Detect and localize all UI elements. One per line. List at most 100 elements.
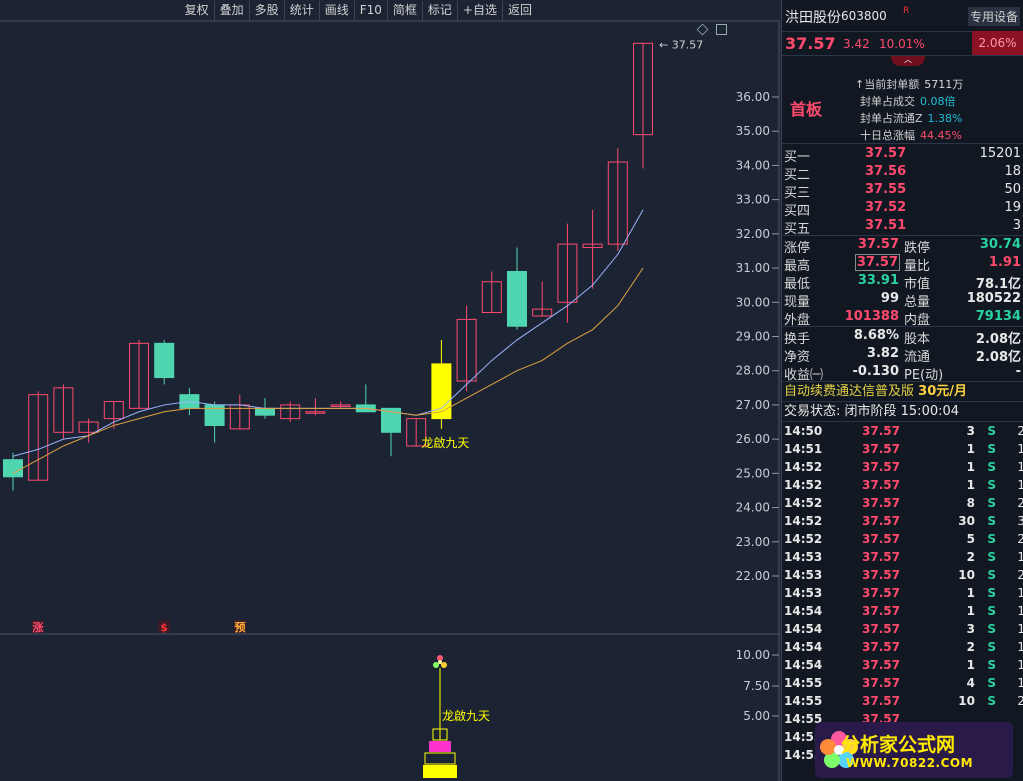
- candle-body: [305, 411, 326, 414]
- kline-chart[interactable]: 36.00 35.00 34.00 33.00 32.00 31.00 30.00 29.00…: [0, 0, 780, 781]
- tick-time: 14:54: [784, 658, 823, 672]
- toolbar-button[interactable]: 叠加: [213, 1, 249, 21]
- ad-text: 自动续费通达信普及版: [784, 384, 915, 399]
- book-price: 37.57: [865, 146, 907, 161]
- tick-time: 14:52: [784, 514, 823, 528]
- toolbar-button[interactable]: 多股: [248, 1, 284, 21]
- book-price: 37.51: [865, 218, 907, 233]
- seal-label: 十日总涨幅: [860, 129, 915, 142]
- toolbar-button[interactable]: 画线: [318, 1, 354, 21]
- y-tick-label: 24.00: [736, 501, 770, 515]
- book-row[interactable]: 买一 37.57 15201: [782, 145, 1023, 165]
- stat-value: 3.82: [866, 346, 899, 361]
- toolbar-button[interactable]: 统计: [283, 1, 319, 21]
- y-tick-label: 27.00: [736, 398, 770, 412]
- tick-side: S: [987, 694, 996, 708]
- indicator-bar: [424, 752, 456, 765]
- stat-label: 总量: [904, 295, 931, 310]
- sector-change-badge[interactable]: 2.06%: [972, 31, 1023, 55]
- indicator-dot: [438, 660, 442, 664]
- book-row[interactable]: 买三 37.55 50: [782, 181, 1023, 201]
- tick-side: S: [987, 460, 996, 474]
- book-row[interactable]: 买四 37.52 19: [782, 199, 1023, 219]
- stat-label: PE(动): [904, 368, 944, 383]
- toolbar-button[interactable]: 返回: [501, 1, 537, 21]
- y-tick-label: 36.00: [736, 90, 770, 104]
- tick-row[interactable]: 14:50 37.57 3S 2: [782, 422, 1023, 440]
- tick-time: 14:55: [784, 748, 823, 762]
- tick-row[interactable]: 14:52 37.57 8S 2: [782, 494, 1023, 512]
- tick-price: 37.57: [862, 676, 900, 690]
- toolbar-button[interactable]: +自选: [456, 1, 502, 21]
- tick-side: S: [987, 442, 996, 456]
- tick-volume: 30: [958, 514, 975, 528]
- seal-row: 十日总涨幅 44.45%: [860, 127, 962, 143]
- toolbar-button[interactable]: 复权: [184, 3, 209, 17]
- tick-row[interactable]: 14:55 37.57 10 S 2: [782, 692, 1023, 710]
- tick-price: 37.57: [862, 658, 900, 672]
- tick-row[interactable]: 14:55: [782, 728, 1023, 746]
- tick-volume: 3: [966, 424, 975, 438]
- tick-row[interactable]: 14:55: [782, 746, 1023, 764]
- tick-side: S: [987, 640, 996, 654]
- stat-label: 最低: [784, 277, 811, 292]
- stat-value: 30.74: [979, 237, 1021, 252]
- tick-row[interactable]: 14:54 37.57 2S 1: [782, 638, 1023, 656]
- toolbar-button[interactable]: 简框: [386, 1, 422, 21]
- candle-body: [280, 404, 301, 420]
- y-tick-label: 34.00: [736, 158, 770, 172]
- tick-volume: 3: [966, 622, 975, 636]
- tick-list[interactable]: 14:5037.573S214:5137.571S114:5237.571S11…: [782, 422, 1023, 764]
- tick-time: 14:52: [784, 532, 823, 546]
- tick-row[interactable]: 14:53 37.57 10 S 2: [782, 566, 1023, 584]
- candle-body: [381, 407, 401, 433]
- toolbar-button[interactable]: F10: [353, 1, 387, 21]
- tick-volume: 2: [966, 550, 975, 564]
- subscription-ad[interactable]: 自动续费通达信普及版 30元/月: [782, 382, 1023, 402]
- book-row[interactable]: 买二 37.56 18: [782, 163, 1023, 183]
- stat-value: 2.08亿: [975, 332, 1021, 347]
- tick-count: 1: [1017, 460, 1023, 474]
- stats-block-1: 涨停 37.57 跌停 30.74 最高 37.57 量比 1.91 最低 33.91 市值 78.1…: [782, 236, 1023, 328]
- y-tick-label: 28.00: [736, 364, 770, 378]
- toolbar-button[interactable]: 标记: [421, 1, 457, 21]
- quote-panel: 洪田股份 603800 R 专用设备 37.57 3.42 10.01% 2.0…: [781, 0, 1023, 781]
- tick-time: 14:54: [784, 640, 823, 654]
- tick-count: 1: [1017, 676, 1023, 690]
- tick-row[interactable]: 14:52 37.57 5S 2: [782, 530, 1023, 548]
- book-row[interactable]: 买五 37.51 3: [782, 217, 1023, 237]
- stat-label: 净资: [784, 350, 811, 365]
- panel-toggle-icon[interactable]: [716, 24, 727, 35]
- collapse-toggle-icon[interactable]: ︿: [891, 56, 925, 66]
- tick-row[interactable]: 14:52 37.57 30 S 3: [782, 512, 1023, 530]
- tick-count: 2: [1017, 568, 1023, 582]
- stock-code: 603800: [841, 9, 887, 23]
- sector-button[interactable]: 专用设备: [967, 7, 1020, 26]
- stat-value: 99: [880, 291, 899, 306]
- tick-count: 2: [1017, 496, 1023, 510]
- stock-name: 洪田股份: [785, 10, 841, 26]
- book-volume: 15201: [979, 146, 1021, 161]
- indicator-dot: [433, 662, 439, 668]
- stat-label: 股本: [904, 332, 931, 347]
- book-volume: 3: [1012, 218, 1021, 233]
- tick-side: S: [987, 514, 996, 528]
- tick-price: 37.57: [862, 514, 900, 528]
- tick-row[interactable]: 14:55 37.57 4S 1: [782, 674, 1023, 692]
- stat-label: 收益㈠: [784, 368, 824, 383]
- tick-count: 1: [1017, 550, 1023, 564]
- tick-volume: 1: [966, 442, 975, 456]
- kline-chart-area[interactable]: 36.00 35.00 34.00 33.00 32.00 31.00 30.00 29.00…: [0, 0, 780, 781]
- tick-price: 37.57: [862, 442, 900, 456]
- tick-row[interactable]: 14:54 37.57 3S 1: [782, 620, 1023, 638]
- tick-count: 2: [1017, 424, 1023, 438]
- y-tick-label: 22.00: [736, 569, 770, 583]
- tick-row[interactable]: 14:53 37.57 2S 1: [782, 548, 1023, 566]
- tick-count: 3: [1017, 514, 1023, 528]
